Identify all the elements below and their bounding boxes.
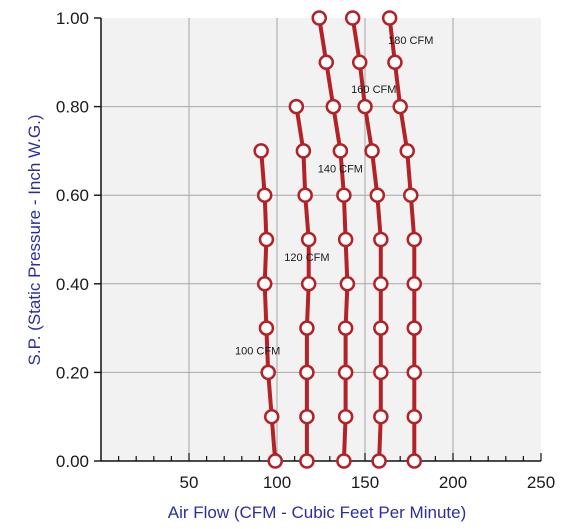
data-point <box>253 143 269 159</box>
data-point <box>288 98 305 115</box>
y-tick-label: 1.00 <box>56 9 89 28</box>
data-point <box>403 187 419 203</box>
data-point <box>344 10 361 26</box>
y-tick-label: 0.00 <box>56 452 89 471</box>
plot-background <box>101 18 541 461</box>
series-label: 120 CFM <box>284 252 329 264</box>
data-point <box>263 408 280 425</box>
x-axis-title: Air Flow (CFM - Cubic Feet Per Minute) <box>168 503 467 522</box>
data-point <box>369 187 386 203</box>
data-point <box>406 276 423 292</box>
series-group <box>253 10 423 469</box>
data-point <box>295 143 312 159</box>
series-label: 180 CFM <box>388 35 433 47</box>
y-tick-label: 0.20 <box>56 363 89 382</box>
data-point <box>311 10 327 26</box>
x-tick-label: 50 <box>180 473 199 492</box>
data-point <box>299 453 315 469</box>
data-point <box>337 231 354 248</box>
data-point <box>392 98 408 115</box>
data-point <box>299 408 315 425</box>
data-point <box>258 231 275 248</box>
x-tick-label: 100 <box>263 473 291 492</box>
series-140-cfm <box>311 10 356 469</box>
data-point <box>297 187 313 203</box>
data-point <box>373 408 389 425</box>
series-label: 160 CFM <box>351 84 396 96</box>
data-point <box>336 187 352 203</box>
data-point <box>371 453 387 469</box>
data-point <box>318 54 335 71</box>
data-point <box>381 10 398 26</box>
data-point <box>364 143 380 159</box>
tick-labels: 50 100 150 200 250 0.00 0.20 0.40 0.60 0.80 1.00 <box>56 9 555 492</box>
series-160-cfm <box>344 10 389 469</box>
data-point <box>300 276 317 292</box>
data-point <box>399 143 415 159</box>
series-180-cfm <box>381 10 423 469</box>
data-point <box>258 320 275 336</box>
data-point <box>373 231 389 248</box>
series-100-cfm <box>253 143 283 469</box>
data-point <box>267 453 283 469</box>
data-point <box>337 364 354 381</box>
data-point <box>406 453 423 469</box>
data-point <box>387 54 403 71</box>
x-tick-label: 250 <box>527 473 555 492</box>
x-tick-label: 200 <box>439 473 467 492</box>
axes <box>100 18 541 462</box>
data-point <box>337 408 354 425</box>
x-tick-label: 150 <box>351 473 379 492</box>
data-point <box>373 276 389 292</box>
data-point <box>337 320 354 336</box>
series-120-cfm <box>288 98 317 469</box>
y-axis-title: S.P. (Static Pressure - Inch W.G.) <box>25 115 44 366</box>
data-point <box>373 364 389 381</box>
data-point <box>406 231 423 248</box>
data-point <box>325 98 342 115</box>
data-point <box>299 320 315 336</box>
data-point <box>406 408 423 425</box>
data-point <box>339 276 356 292</box>
y-tick-label: 0.40 <box>56 275 89 294</box>
data-point <box>406 320 423 336</box>
data-point <box>406 364 423 381</box>
tick-marks <box>94 17 542 462</box>
data-point <box>256 276 273 292</box>
data-point <box>357 98 373 115</box>
data-point <box>299 364 315 381</box>
data-point <box>256 187 273 203</box>
data-point <box>336 453 352 469</box>
data-point <box>332 143 349 159</box>
y-tick-label: 0.60 <box>56 186 89 205</box>
series-label: 140 CFM <box>318 164 363 176</box>
data-point <box>373 320 389 336</box>
data-point <box>351 54 368 71</box>
y-tick-label: 0.80 <box>56 98 89 117</box>
data-point <box>260 364 276 381</box>
series-labels: 100 CFM 120 CFM 140 CFM 160 CFM 180 CFM <box>235 35 433 357</box>
series-label: 100 CFM <box>235 345 280 357</box>
data-point <box>300 231 317 248</box>
